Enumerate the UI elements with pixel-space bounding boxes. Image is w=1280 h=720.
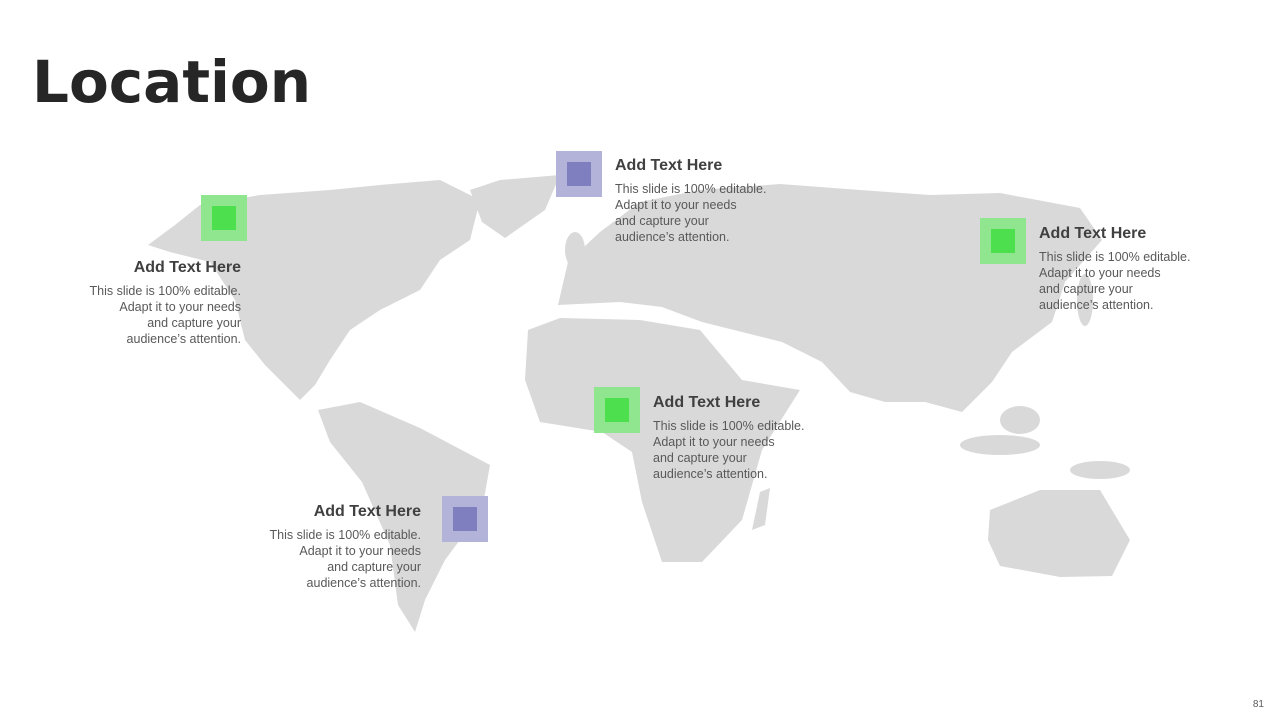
japan xyxy=(1077,274,1093,326)
callout-heading: Add Text Here xyxy=(615,157,723,174)
callout-heading: Add Text Here xyxy=(1039,225,1147,242)
page-number: 81 xyxy=(1252,699,1264,710)
australia xyxy=(988,490,1130,577)
location-marker-alaska[interactable] xyxy=(201,195,247,241)
callout-body: This slide is 100% editable. Adapt it to… xyxy=(653,419,805,481)
location-marker-africa[interactable] xyxy=(594,387,640,433)
indonesia xyxy=(960,435,1040,455)
greenland xyxy=(470,175,560,238)
callout-body: This slide is 100% editable. Adapt it to… xyxy=(269,528,421,590)
callout-africa: Add Text Here This slide is 100% editabl… xyxy=(653,394,853,482)
marker-core xyxy=(991,229,1015,253)
marker-core xyxy=(212,206,236,230)
callout-russia: Add Text Here This slide is 100% editabl… xyxy=(1039,225,1239,313)
callout-south-america: Add Text Here This slide is 100% editabl… xyxy=(221,503,421,591)
marker-core xyxy=(567,162,591,186)
callout-heading: Add Text Here xyxy=(313,503,421,520)
new-guinea xyxy=(1070,461,1130,479)
south-america xyxy=(318,402,490,632)
madagascar xyxy=(752,488,770,530)
africa xyxy=(525,318,800,562)
location-marker-south-america[interactable] xyxy=(442,496,488,542)
callout-heading: Add Text Here xyxy=(133,259,241,276)
callout-body: This slide is 100% editable. Adapt it to… xyxy=(89,284,241,346)
callout-alaska: Add Text Here This slide is 100% editabl… xyxy=(41,259,241,347)
eurasia xyxy=(558,184,1102,412)
callout-body: This slide is 100% editable. Adapt it to… xyxy=(615,182,767,244)
callout-body: This slide is 100% editable. Adapt it to… xyxy=(1039,250,1191,312)
location-marker-russia[interactable] xyxy=(980,218,1026,264)
callout-greenland: Add Text Here This slide is 100% editabl… xyxy=(615,157,815,245)
location-marker-greenland[interactable] xyxy=(556,151,602,197)
callout-heading: Add Text Here xyxy=(653,394,761,411)
page-title: Location xyxy=(32,48,312,116)
marker-core xyxy=(605,398,629,422)
marker-core xyxy=(453,507,477,531)
uk xyxy=(565,232,585,268)
borneo xyxy=(1000,406,1040,434)
